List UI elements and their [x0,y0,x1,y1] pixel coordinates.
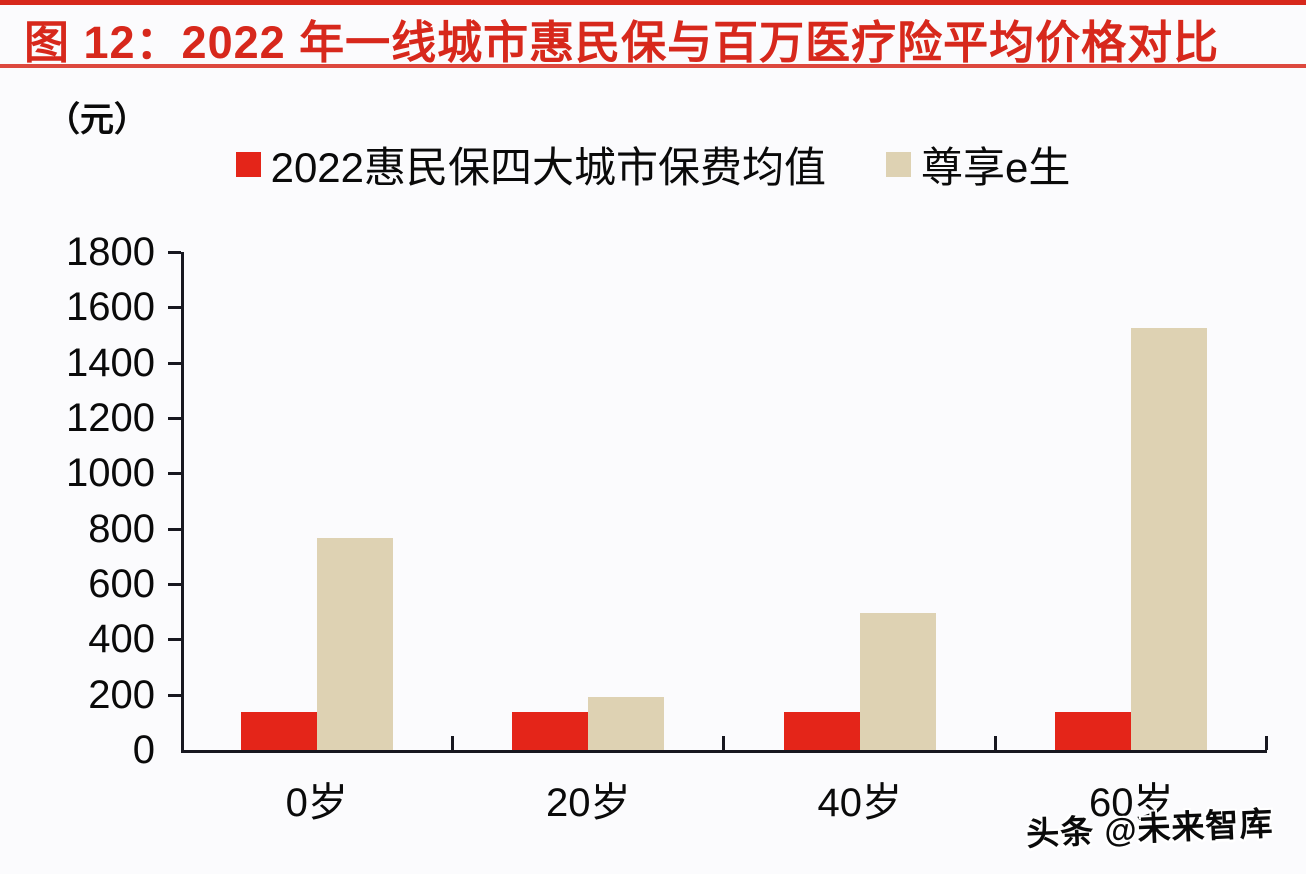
x-tick-label: 60岁 [1089,781,1174,825]
chart-legend: 2022惠民保四大城市保费均值 尊享e生 [0,134,1306,195]
legend-item-zunxiang: 尊享e生 [886,134,1070,195]
bar-s1-c3 [1131,328,1208,750]
legend-swatch-red-icon [235,152,261,177]
legend-swatch-tan-icon [886,152,912,177]
y-tick [168,583,181,586]
legend-label-zunxiang: 尊享e生 [921,144,1071,191]
y-tick [168,251,181,254]
bar-s1-c0 [316,538,393,750]
y-tick [168,472,181,476]
y-tick-label: 200 [88,672,155,717]
y-tick-label: 600 [88,562,155,606]
y-tick-label: 400 [88,617,155,662]
y-tick [168,417,181,420]
y-tick-label: 1400 [66,340,155,385]
y-tick-label: 1600 [66,285,155,330]
y-tick-label: 800 [88,506,155,551]
x-tick-label: 0岁 [285,781,348,825]
y-tick [168,527,181,531]
y-tick [168,306,181,310]
y-tick-label: 1000 [66,451,155,496]
bar-s1-c2 [859,613,936,750]
x-tick-label: 40岁 [817,781,903,825]
x-tick-label: 20岁 [546,781,631,825]
bar-s0-c1 [512,712,589,750]
bar-s0-c0 [240,712,317,750]
y-axis-line [181,252,184,753]
bar-s1-c1 [588,697,665,750]
y-axis-unit-label: （元） [46,101,148,139]
top-accent-bar [0,0,1306,5]
x-axis-line [181,750,1267,753]
y-tick [168,361,181,365]
y-tick-label: 1200 [66,396,155,440]
y-tick [168,693,181,697]
legend-label-huiminbao: 2022惠民保四大城市保费均值 [270,144,827,191]
y-tick-label: 1800 [66,230,155,274]
bar-s0-c3 [1055,712,1132,750]
figure-title: 图 12：2022 年一线城市惠民保与百万医疗险平均价格对比 [24,17,1220,68]
y-tick-label: 0 [132,728,155,772]
y-tick [168,638,181,642]
x-tick [1265,736,1268,750]
title-underline [0,64,1306,68]
legend-item-huiminbao: 2022惠民保四大城市保费均值 [235,134,827,195]
x-tick [722,736,725,750]
x-tick [993,736,997,750]
x-tick [450,736,454,750]
bar-s0-c2 [783,712,860,750]
